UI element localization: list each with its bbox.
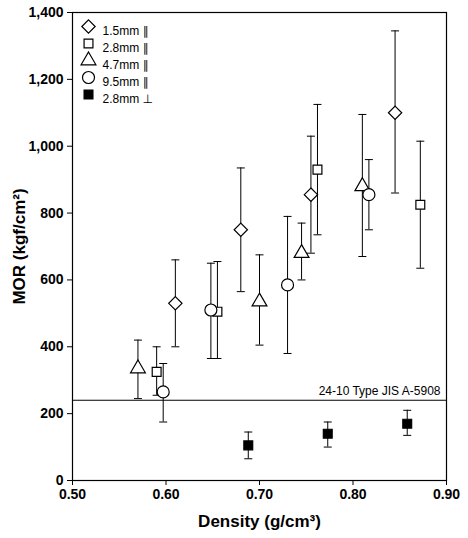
svg-text:24-10 Type JIS A-5908: 24-10 Type JIS A-5908 (319, 384, 441, 398)
svg-text:600: 600 (40, 271, 64, 287)
svg-text:9.5mm ∥: 9.5mm ∥ (103, 75, 149, 89)
svg-text:1,200: 1,200 (28, 71, 63, 87)
svg-text:1.5mm ∥: 1.5mm ∥ (103, 24, 149, 38)
svg-text:1,000: 1,000 (28, 138, 63, 154)
svg-text:1,400: 1,400 (28, 4, 63, 20)
svg-text:0.80: 0.80 (339, 486, 366, 502)
svg-text:MOR (kgf/cm²): MOR (kgf/cm²) (10, 188, 29, 304)
svg-text:400: 400 (40, 338, 64, 354)
svg-text:0.90: 0.90 (433, 486, 460, 502)
svg-text:2.8mm ⊥: 2.8mm ⊥ (103, 92, 153, 106)
svg-text:200: 200 (40, 405, 64, 421)
svg-text:Density (g/cm³): Density (g/cm³) (198, 512, 321, 531)
svg-text:0.50: 0.50 (59, 486, 86, 502)
svg-text:4.7mm ∥: 4.7mm ∥ (103, 58, 149, 72)
svg-text:2.8mm ∥: 2.8mm ∥ (103, 41, 149, 55)
svg-text:800: 800 (40, 205, 64, 221)
svg-text:0.70: 0.70 (246, 486, 273, 502)
svg-text:0.60: 0.60 (152, 486, 179, 502)
svg-text:0: 0 (55, 472, 64, 488)
